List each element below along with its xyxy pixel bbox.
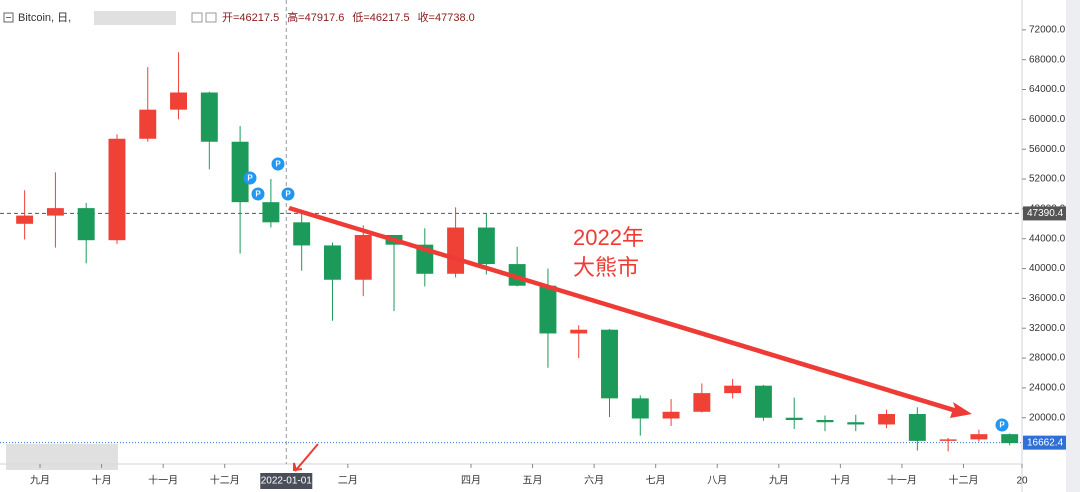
y-tick-label: 60000.0	[1029, 114, 1066, 125]
trend-arrow	[288, 206, 972, 418]
settings-icon[interactable]	[191, 12, 203, 23]
crosshair-label-box	[260, 473, 313, 489]
candle-body	[16, 215, 34, 224]
candle-body	[170, 92, 188, 110]
y-tick-label: 44000.0	[1029, 233, 1066, 244]
x-tick-label: 六月	[584, 475, 604, 487]
candle-body	[539, 285, 557, 334]
candle-body	[908, 414, 926, 441]
candle-body	[847, 422, 865, 425]
y-tick-label: 40000.0	[1029, 263, 1066, 274]
candle-body	[816, 419, 834, 423]
y-tick-label: 56000.0	[1029, 144, 1066, 155]
price-label-box	[1023, 206, 1066, 221]
candle-body	[139, 109, 157, 139]
event-marker-label: P	[275, 160, 281, 169]
y-tick-label: 52000.0	[1029, 174, 1066, 185]
price-label-box	[1023, 435, 1066, 450]
y-tick-label: 20000.0	[1029, 412, 1066, 423]
y-tick-label: 64000.0	[1029, 84, 1066, 95]
blurred-symbol	[94, 11, 176, 25]
ohlc-readout: 开=46217.5 高=47917.6 低=46217.5 收=47738.0	[222, 10, 475, 24]
price-label: 16662.4	[1027, 437, 1064, 448]
y-tick-label: 36000.0	[1029, 293, 1066, 304]
price-label: 47390.4	[1027, 208, 1064, 219]
candle-body	[970, 434, 988, 440]
x-tick-label: 八月	[707, 475, 727, 487]
candle-body	[939, 439, 957, 441]
candle-body	[1001, 434, 1019, 444]
collapse-icon[interactable]	[3, 12, 14, 23]
event-marker	[995, 418, 1009, 432]
event-marker-label: P	[999, 421, 1005, 430]
candle-body	[570, 329, 588, 334]
ohlc-value: 开=46217.5	[222, 12, 279, 24]
ohlc-value: 收=47738.0	[418, 10, 475, 24]
ohlc-value: 高=47917.6	[287, 10, 344, 24]
candle-body	[754, 385, 772, 418]
candle-body	[46, 208, 64, 216]
y-tick-label: 32000.0	[1029, 323, 1066, 334]
candle-body	[323, 245, 341, 280]
x-tick-label: 十一月	[887, 474, 917, 487]
candle-body	[693, 393, 711, 412]
event-marker-label: P	[285, 190, 291, 199]
x-tick-label: 四月	[461, 475, 481, 487]
settings-icon[interactable]	[205, 12, 217, 23]
x-tick-label: 二月	[338, 475, 358, 487]
x-tick-label: 十二月	[949, 474, 979, 487]
blurred-watermark	[6, 444, 118, 470]
candle-body	[231, 141, 249, 203]
candle-body	[77, 208, 95, 241]
candle-body	[477, 227, 495, 265]
crosshair-label: 2022-01-01	[261, 476, 313, 487]
x-tick-label: 十一月	[148, 474, 178, 487]
y-tick-label: 24000.0	[1029, 383, 1066, 394]
pointer-arrow	[293, 443, 319, 473]
x-tick-label: 十二月	[210, 474, 240, 487]
x-tick-label: 20	[1016, 476, 1028, 487]
event-marker	[251, 187, 265, 201]
candle-body	[108, 138, 126, 241]
x-tick-label: 九月	[30, 475, 50, 487]
candle-body	[601, 329, 618, 399]
event-marker-label: P	[247, 174, 253, 183]
candle-body	[200, 92, 218, 142]
event-marker	[243, 171, 257, 185]
candle-body	[354, 234, 372, 280]
candle-body	[447, 227, 465, 274]
candle-body	[785, 417, 803, 420]
ohlc-value: 低=46217.5	[352, 11, 409, 24]
candle-body	[293, 222, 311, 246]
x-tick-label: 九月	[769, 475, 789, 487]
event-marker	[281, 187, 295, 201]
y-tick-label: 72000.0	[1029, 24, 1066, 35]
annotation: 大熊市	[573, 255, 639, 280]
event-marker-label: P	[255, 190, 261, 199]
x-tick-label: 七月	[646, 475, 666, 487]
chart-title: Bitcoin, 日,	[18, 12, 71, 24]
scrollbar	[1066, 0, 1080, 492]
x-tick-label: 十月	[92, 474, 112, 487]
x-tick-label: 五月	[523, 475, 543, 487]
y-tick-label: 28000.0	[1029, 353, 1066, 364]
y-tick-label: 68000.0	[1029, 54, 1066, 65]
candle-body	[724, 385, 742, 394]
plot-area: PPP PP	[0, 0, 1022, 464]
candle-body	[631, 398, 649, 419]
annotation: 2022年	[573, 225, 644, 250]
candle-body	[878, 414, 896, 425]
candle-body	[662, 411, 680, 419]
event-marker	[271, 157, 285, 171]
x-tick-label: 十月	[830, 474, 850, 487]
candle-body	[262, 202, 280, 223]
